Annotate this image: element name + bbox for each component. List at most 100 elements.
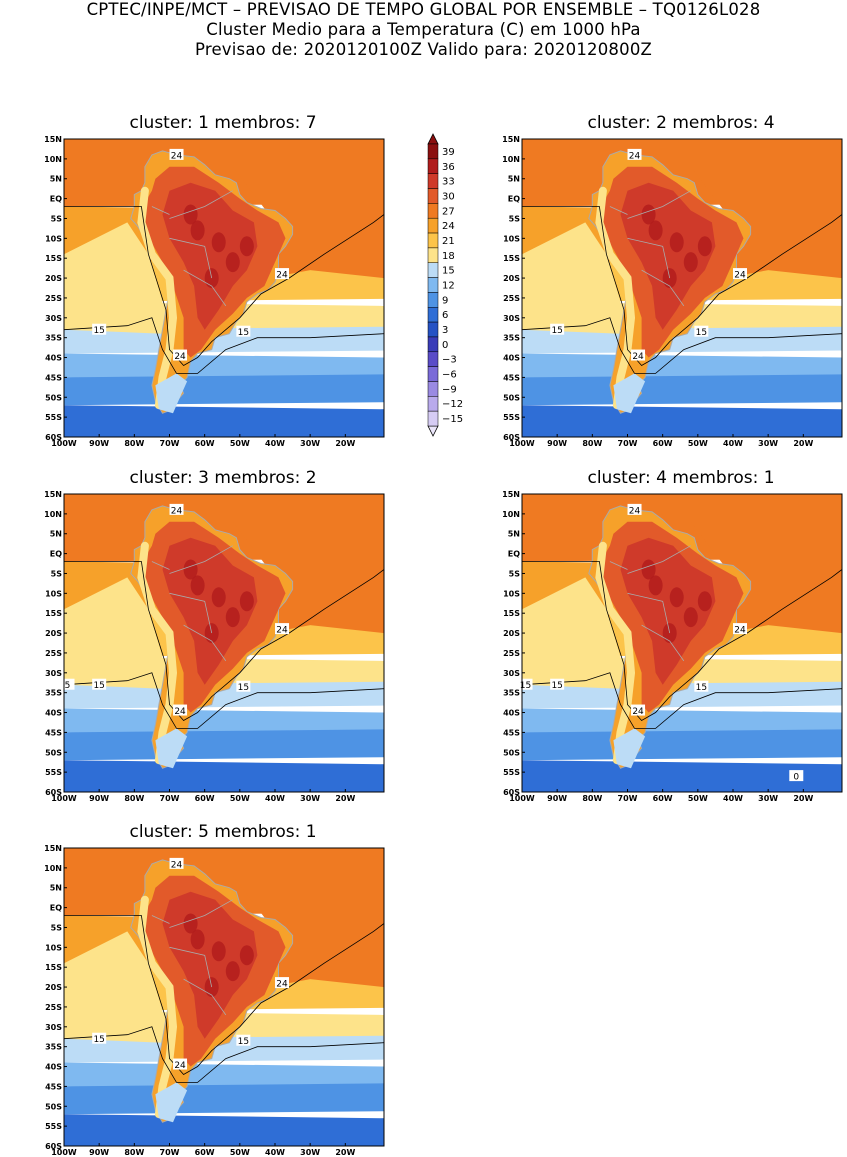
- country-border: [183, 624, 227, 662]
- lat-label: 55S: [503, 768, 520, 777]
- lat-label: 45S: [503, 728, 520, 737]
- map-frame: [63, 847, 385, 1147]
- contour-label: 15: [694, 325, 709, 338]
- lon-label: 80W: [124, 1148, 144, 1157]
- lat-label: 5N: [508, 175, 520, 184]
- hot-spot: [648, 220, 663, 241]
- colorbar-label: 21: [442, 236, 455, 247]
- hot-spot: [211, 232, 226, 253]
- andes-cool-strip: [595, 541, 636, 765]
- colorbar-swatch: [427, 321, 439, 338]
- lat-label: 20S: [503, 629, 520, 638]
- lon-label: 100W: [509, 439, 535, 448]
- lat-label: 55S: [45, 1122, 62, 1131]
- lon-label: 40W: [723, 439, 743, 448]
- lat-label: 15S: [45, 254, 62, 263]
- svg-text:24: 24: [171, 151, 183, 161]
- andes-cool-strip: [595, 186, 636, 410]
- lat-label: 40S: [45, 354, 62, 363]
- contour-label: 24: [173, 704, 188, 717]
- lat-label: 20S: [503, 274, 520, 283]
- contour-line: [522, 561, 842, 722]
- temperature-band: [522, 353, 842, 382]
- colorbar-label: −3: [442, 355, 457, 366]
- map-panel-1: 24 24 24 15 15 15N 10N 5N EQ 5S 10S 15S 20S 25S 30S 35S…: [44, 135, 385, 448]
- svg-text:15: 15: [551, 326, 562, 336]
- colorbar-label: 0: [442, 340, 448, 351]
- country-border: [627, 190, 691, 219]
- contour-line: [522, 672, 842, 729]
- svg-text:15: 15: [93, 681, 104, 691]
- hot-spot: [239, 591, 254, 612]
- lat-label: 40S: [503, 709, 520, 718]
- lat-label: 25S: [45, 649, 62, 658]
- colorbar-label: 36: [442, 162, 455, 173]
- patagonia-cool-region: [613, 728, 646, 769]
- country-border: [151, 206, 170, 215]
- lat-label: 50S: [503, 748, 520, 757]
- lon-label: 80W: [582, 439, 602, 448]
- warm-atlantic-region: [690, 166, 842, 279]
- lat-label: 15N: [44, 135, 62, 144]
- lon-label: 50W: [688, 439, 708, 448]
- warm-atlantic-region: [232, 875, 384, 988]
- lon-label: 70W: [160, 439, 180, 448]
- hot-spot: [183, 913, 198, 934]
- hot-spot: [641, 559, 656, 580]
- lat-label: EQ: [50, 550, 62, 559]
- svg-text:0: 0: [793, 773, 799, 783]
- header-dates: Previsao de: 2020120100Z Valido para: 20…: [194, 40, 653, 59]
- lat-label: 10N: [44, 864, 62, 873]
- hot-spot: [225, 607, 240, 628]
- contour-label: 24: [275, 623, 290, 636]
- lat-label: EQ: [50, 195, 62, 204]
- lon-label: 30W: [758, 439, 778, 448]
- colorbar-label: 33: [442, 177, 455, 188]
- lon-label: 20W: [335, 439, 355, 448]
- temperature-band: [64, 1062, 384, 1091]
- panel-title-4: cluster: 4 membros: 1: [587, 468, 775, 488]
- colorbar-swatch: [427, 381, 439, 397]
- svg-text:24: 24: [174, 1061, 186, 1071]
- temperature-band: [522, 326, 842, 354]
- lat-label: 50S: [45, 393, 62, 402]
- lat-label: EQ: [508, 195, 520, 204]
- contour-label: 24: [169, 857, 184, 870]
- lon-label: 50W: [230, 439, 250, 448]
- svg-text:24: 24: [629, 506, 641, 516]
- hot-spot: [211, 587, 226, 608]
- lat-label: EQ: [50, 904, 62, 913]
- temperature-band: [522, 760, 842, 792]
- country-border: [641, 269, 685, 307]
- cool-coastal-region: [522, 577, 621, 689]
- contour-label: 24: [631, 349, 646, 362]
- contour-label: 15: [694, 680, 709, 693]
- panel-title-3: cluster: 3 membros: 2: [129, 468, 317, 488]
- colorbar-arrow-bottom: [427, 425, 439, 437]
- colorbar-swatch: [427, 396, 439, 412]
- lon-label: 20W: [335, 794, 355, 803]
- header-subtitle: Cluster Medio para a Temperatura (C) em …: [206, 20, 641, 39]
- cool-coastal-region: [64, 222, 163, 334]
- temperature-band: [64, 1114, 384, 1146]
- country-border: [627, 592, 671, 634]
- contour-label: 15: [92, 323, 107, 336]
- patagonia-cool-region: [155, 728, 188, 769]
- lon-label: 70W: [160, 794, 180, 803]
- map-frame: [63, 138, 385, 438]
- lat-label: 25S: [503, 294, 520, 303]
- contour-label: 15: [550, 678, 565, 691]
- andes-cool-strip: [137, 541, 178, 765]
- svg-text:24: 24: [276, 626, 288, 636]
- lat-label: 30S: [503, 669, 520, 678]
- contour-label: 0: [789, 770, 804, 783]
- lon-label: 80W: [124, 439, 144, 448]
- contour-line: [64, 915, 384, 1076]
- map-panel-5: 24 24 24 15 15 15N 10N 5N EQ 5S 10S 15S 20S 25S 30S 35S…: [44, 844, 385, 1157]
- lat-label: 50S: [503, 393, 520, 402]
- temperature-band: [64, 1083, 384, 1115]
- lat-label: 60S: [503, 433, 520, 442]
- country-border: [183, 978, 227, 1016]
- contour-label: 24: [627, 503, 642, 516]
- colorbar-swatch: [427, 232, 439, 249]
